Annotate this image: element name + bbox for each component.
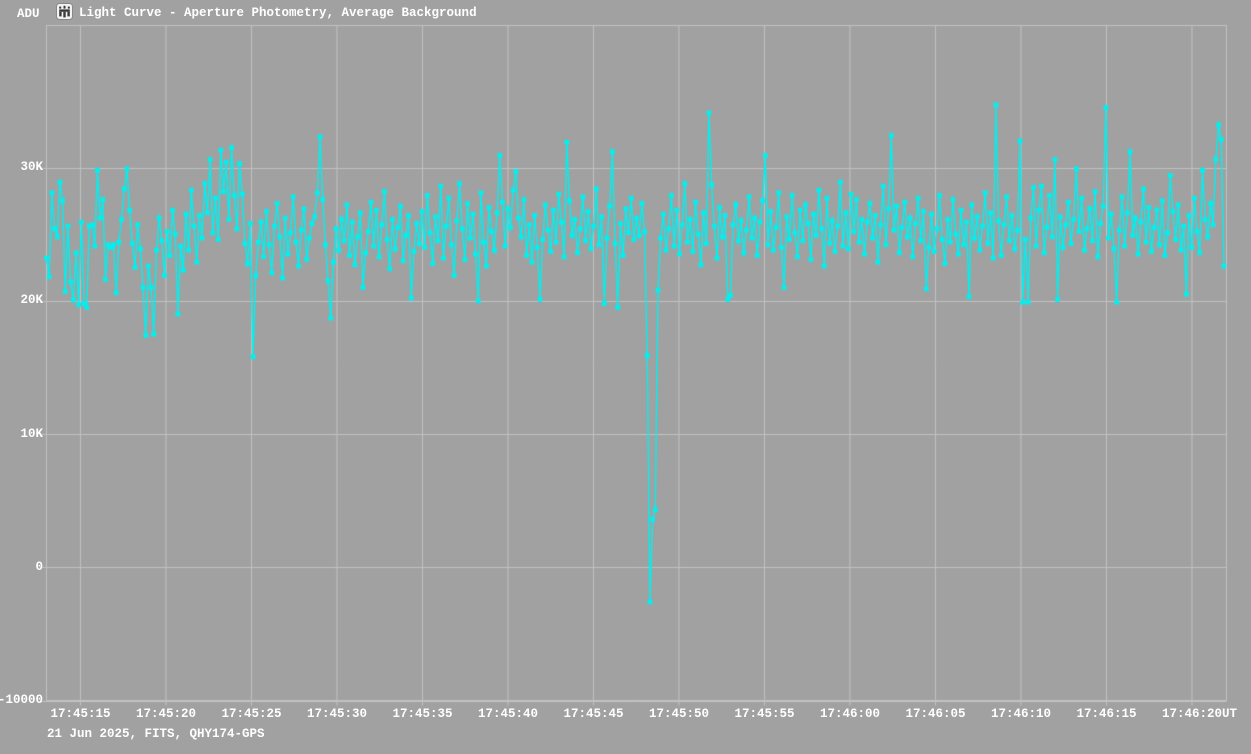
x-tick-label: 17:46:05 [905, 707, 966, 721]
x-tick-label: 17:45:15 [50, 707, 111, 721]
x-tick-label: 17:46:15 [1076, 707, 1137, 721]
x-tick-label: 17:45:55 [734, 707, 795, 721]
chart-title: Light Curve - Aperture Photometry, Avera… [79, 6, 477, 20]
x-axis-unit-label: UT [1222, 707, 1238, 721]
y-tick-label: -10000 [0, 693, 43, 707]
tangra-app-icon [56, 3, 73, 20]
x-tick-label: 17:45:45 [563, 707, 624, 721]
y-tick-label: 30K [20, 160, 43, 175]
x-tick-label: 17:46:10 [990, 707, 1052, 721]
x-tick-label: 17:45:50 [648, 707, 710, 721]
x-tick-label: 17:45:30 [306, 707, 368, 721]
y-tick-label: 20K [20, 293, 43, 308]
x-tick-label: 17:45:35 [392, 707, 453, 721]
y-axis-unit-label: ADU [17, 7, 40, 21]
y-tick-label: 0 [35, 559, 43, 574]
y-tick-label: 10K [20, 426, 43, 441]
x-tick-label: 17:45:25 [221, 707, 282, 721]
x-tick-label: 17:46:00 [819, 707, 881, 721]
x-tick-label: 17:45:40 [477, 707, 539, 721]
x-tick-label: 17:46:20 [1161, 707, 1223, 721]
x-tick-label: 17:45:20 [135, 707, 197, 721]
footer-observation-info: 21 Jun 2025, FITS, QHY174-GPS [47, 727, 265, 741]
